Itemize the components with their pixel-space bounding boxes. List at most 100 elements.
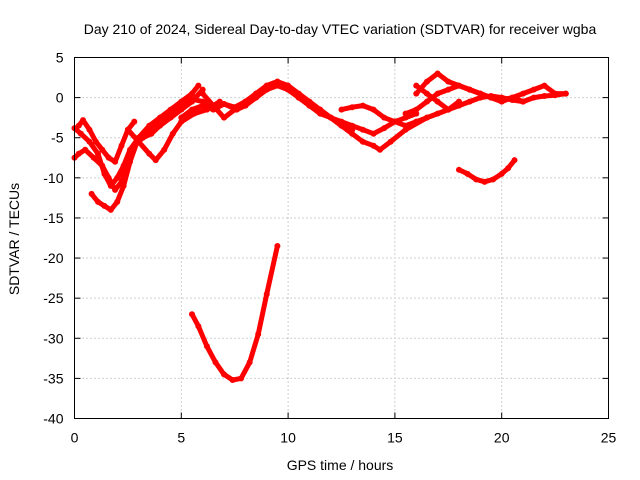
data-point — [146, 150, 153, 157]
data-point — [434, 98, 441, 105]
data-point — [434, 90, 441, 97]
data-point — [152, 157, 159, 164]
data-point — [445, 106, 452, 113]
data-point — [464, 170, 471, 177]
data-point — [274, 243, 281, 250]
data-point — [349, 126, 356, 133]
data-point — [90, 154, 97, 161]
data-point — [246, 359, 253, 366]
data-point — [481, 178, 488, 185]
data-point — [114, 198, 121, 205]
data-point — [146, 122, 153, 129]
data-point — [221, 101, 228, 108]
data-point — [498, 170, 505, 177]
data-point — [370, 106, 377, 113]
data-point — [338, 122, 345, 129]
data-point — [238, 375, 245, 382]
data-point — [127, 158, 134, 165]
y-tick-label: -20 — [43, 250, 63, 266]
series-layer — [71, 70, 569, 383]
data-point — [77, 130, 84, 137]
x-tick-label: 15 — [387, 430, 403, 446]
axis-ticks: 0 5 10 15 20 25 5 0 -5 -10 -15 -20 -25 -30 -35 -40 — [43, 50, 616, 446]
data-point — [509, 97, 516, 104]
x-tick-label: 25 — [601, 430, 617, 446]
data-point — [413, 82, 420, 89]
data-point — [131, 118, 138, 125]
data-point — [391, 118, 398, 125]
data-point — [445, 78, 452, 85]
data-point — [413, 90, 420, 97]
data-point — [188, 98, 195, 105]
data-point — [423, 90, 430, 97]
data-point — [263, 291, 270, 298]
series-arc-5 — [125, 99, 223, 163]
data-point — [511, 157, 518, 164]
data-point — [178, 106, 185, 113]
data-point — [498, 94, 505, 101]
data-point — [195, 323, 202, 330]
data-point — [263, 86, 270, 93]
data-point — [381, 125, 388, 132]
data-point — [94, 198, 101, 205]
data-point — [112, 158, 119, 165]
data-point — [112, 186, 119, 193]
data-point — [195, 82, 202, 89]
data-point — [99, 162, 106, 169]
data-point — [520, 98, 527, 105]
data-point — [178, 98, 185, 105]
data-point — [253, 94, 260, 101]
data-point — [530, 86, 537, 93]
y-tick-label: -40 — [43, 411, 63, 427]
data-point — [88, 190, 95, 197]
data-point — [169, 130, 176, 137]
y-axis-label: SDTVAR / TECUs — [6, 183, 22, 295]
data-point — [156, 114, 163, 121]
data-point — [490, 176, 497, 183]
data-point — [255, 331, 262, 338]
data-point — [203, 343, 210, 350]
data-point — [552, 92, 559, 99]
data-point — [75, 150, 82, 157]
y-tick-label: -30 — [43, 330, 63, 346]
data-point — [188, 311, 195, 318]
data-point — [148, 130, 155, 137]
data-point — [82, 146, 89, 153]
data-point — [327, 114, 334, 121]
data-point — [188, 106, 195, 113]
data-point — [402, 110, 409, 117]
data-point — [370, 130, 377, 137]
data-point — [349, 104, 356, 111]
data-point — [434, 110, 441, 117]
data-point — [231, 106, 238, 113]
data-point — [413, 106, 420, 113]
data-point — [381, 114, 388, 121]
data-point — [473, 176, 480, 183]
data-point — [413, 118, 420, 125]
data-point — [161, 146, 168, 153]
data-point — [455, 82, 462, 89]
data-point — [124, 126, 131, 133]
y-tick-label: -10 — [43, 170, 63, 186]
series-arc-14 — [189, 243, 280, 383]
data-point — [242, 102, 249, 109]
y-tick-label: -5 — [51, 130, 64, 146]
data-point — [101, 202, 108, 209]
data-point — [306, 102, 313, 109]
y-tick-label: -35 — [43, 370, 63, 386]
data-point — [274, 82, 281, 89]
data-point — [541, 82, 548, 89]
data-point — [107, 206, 114, 213]
data-point — [212, 359, 219, 366]
data-point — [229, 376, 236, 383]
x-tick-label: 10 — [280, 430, 296, 446]
data-point — [466, 98, 473, 105]
data-point — [402, 122, 409, 129]
data-point — [92, 138, 99, 145]
data-point — [387, 138, 394, 145]
data-point — [455, 102, 462, 109]
data-point — [167, 114, 174, 121]
data-point — [370, 142, 377, 149]
data-point — [120, 182, 127, 189]
